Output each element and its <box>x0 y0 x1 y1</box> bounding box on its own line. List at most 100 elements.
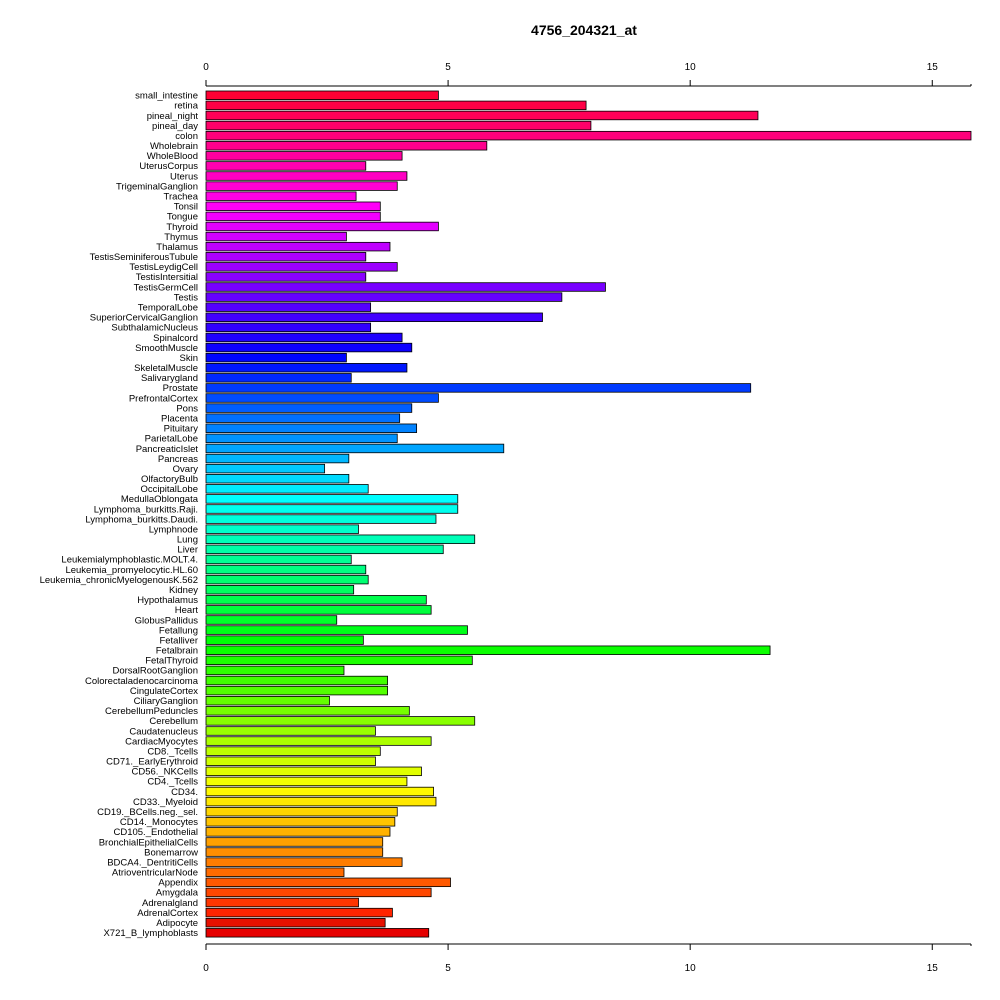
bar <box>205 746 381 756</box>
category-label: Appendix <box>158 878 198 889</box>
bar <box>205 726 376 736</box>
bar <box>205 655 473 666</box>
category-label: small_intestine <box>135 91 198 102</box>
bar <box>205 887 432 898</box>
bar <box>205 928 430 938</box>
category-label: retina <box>174 101 198 112</box>
bar <box>205 796 437 807</box>
category-label: FetalThyroid <box>145 656 198 667</box>
bar <box>205 847 384 857</box>
bar <box>205 716 476 726</box>
bar <box>205 393 439 403</box>
category-label: SubthalamicNucleus <box>111 323 198 334</box>
category-label: UterusCorpus <box>139 161 198 172</box>
bar <box>205 827 391 837</box>
bar <box>205 312 543 322</box>
bar <box>205 201 381 211</box>
category-label: CD19._BCells.neg._sel. <box>97 807 198 818</box>
category-label: Thalamus <box>156 242 198 253</box>
top-tick-label: 15 <box>927 62 939 73</box>
category-label: CD4._Tcells <box>147 777 198 788</box>
bar <box>205 776 408 787</box>
bars <box>205 90 972 938</box>
bar <box>205 474 350 484</box>
category-label: BronchialEpithelialCells <box>99 837 199 848</box>
category-label: Lymphoma_burkitts.Raji. <box>94 504 198 515</box>
category-label: Placenta <box>161 413 199 424</box>
bar <box>205 897 359 908</box>
category-label: Salivarygland <box>141 373 198 384</box>
bottom-tick-label: 0 <box>203 963 209 974</box>
bar <box>205 433 398 444</box>
category-label: Ovary <box>173 464 199 475</box>
bar <box>205 342 413 353</box>
category-label: CD8._Tcells <box>147 746 198 757</box>
chart-title: 4756_204321_at <box>531 22 637 38</box>
category-label: pineal_day <box>152 121 198 132</box>
category-label: CD56._NKCells <box>131 767 198 778</box>
category-label: colon <box>175 131 198 142</box>
bar <box>205 857 403 867</box>
category-label: Wholebrain <box>150 141 198 152</box>
category-label: SuperiorCervicalGanglion <box>90 313 198 324</box>
category-label: AtrioventricularNode <box>112 868 198 879</box>
bottom-tick-label: 10 <box>685 963 697 974</box>
category-label: Pituitary <box>164 424 199 435</box>
bar <box>205 534 476 544</box>
bar <box>205 413 401 423</box>
category-label: AdrenalCortex <box>137 908 198 919</box>
bar <box>205 786 434 797</box>
category-label: WholeBlood <box>147 151 198 162</box>
category-label: Pancreas <box>158 454 198 465</box>
category-label: TestisGermCell <box>134 282 198 293</box>
top-tick-label: 0 <box>203 62 209 73</box>
category-label: Colorectaladenocarcinoma <box>85 676 199 687</box>
bar <box>205 282 606 292</box>
bar <box>205 292 563 302</box>
category-label: Lymphnode <box>149 524 198 535</box>
bar <box>205 231 347 242</box>
category-label: GlobusPallidus <box>135 615 199 626</box>
category-label: DorsalRootGanglion <box>112 666 198 677</box>
category-label: Bonemarrow <box>144 847 198 858</box>
bar <box>205 90 439 101</box>
category-label: Skin <box>180 353 198 364</box>
bar <box>205 241 391 252</box>
bar <box>205 756 376 766</box>
bar <box>205 665 345 676</box>
category-label: Thymus <box>164 232 198 243</box>
bar <box>205 363 408 373</box>
bar <box>205 504 459 514</box>
bar <box>205 585 355 595</box>
category-label: Lymphoma_burkitts.Daudi. <box>85 514 198 525</box>
bar <box>205 130 972 141</box>
category-label: TestisSeminiferousTubule <box>90 252 198 263</box>
category-label: CD14._Monocytes <box>120 817 198 828</box>
bar <box>205 211 381 222</box>
bar <box>205 564 367 575</box>
category-label: PrefrontalCortex <box>129 393 198 404</box>
bar <box>205 554 352 565</box>
category-label: BDCA4._DentritiCells <box>107 857 198 868</box>
bar <box>205 373 352 383</box>
category-label: PancreaticIslet <box>136 444 199 455</box>
bar <box>205 645 771 655</box>
bar <box>205 161 367 171</box>
bar <box>205 605 432 615</box>
bar <box>205 706 410 716</box>
category-label: OccipitalLobe <box>140 484 198 495</box>
bar <box>205 252 367 262</box>
category-label: CD71._EarlyErythroid <box>106 757 198 768</box>
category-label: Adipocyte <box>156 918 198 929</box>
category-label: CingulateCortex <box>130 686 198 697</box>
category-label: Amygdala <box>156 888 199 899</box>
bar <box>205 625 468 635</box>
category-label: Hypothalamus <box>137 595 198 606</box>
category-label: CD33._Myeloid <box>133 797 198 808</box>
category-label: Leukemia_chronicMyelogenousK.562 <box>40 575 198 586</box>
category-label: Cerebellum <box>149 716 198 727</box>
bar <box>205 272 367 282</box>
bar <box>205 110 759 121</box>
category-label: Trachea <box>164 192 199 203</box>
